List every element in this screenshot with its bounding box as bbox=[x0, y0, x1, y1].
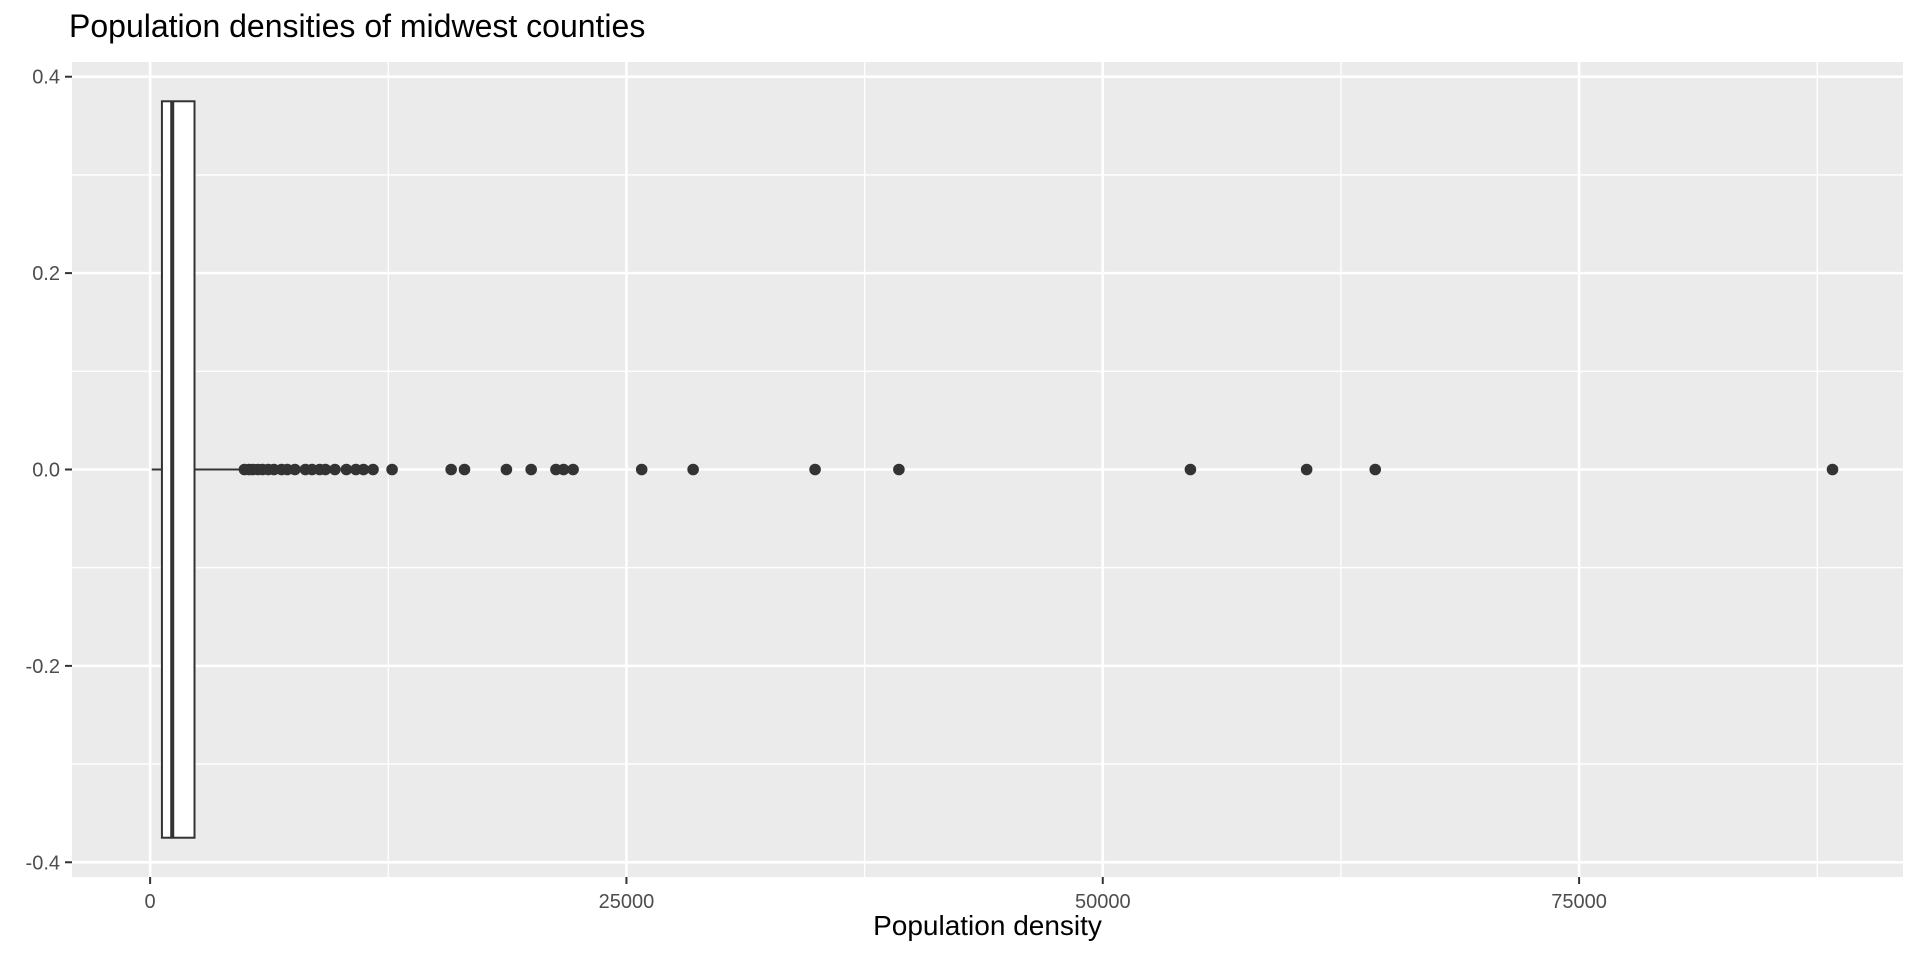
outlier-point bbox=[1826, 463, 1839, 476]
outlier-point bbox=[445, 463, 457, 476]
outlier-point bbox=[687, 463, 699, 476]
outlier-point bbox=[809, 463, 821, 476]
x-tick-label: 75000 bbox=[1551, 891, 1607, 913]
outlier-point bbox=[567, 463, 579, 476]
x-tick-label: 50000 bbox=[1075, 891, 1131, 913]
outlier-point bbox=[1184, 463, 1197, 476]
outlier-point bbox=[319, 463, 332, 476]
outlier-point bbox=[1300, 463, 1313, 476]
outlier-point bbox=[1369, 463, 1382, 476]
outlier-point bbox=[357, 463, 370, 476]
outlier-point bbox=[340, 463, 353, 476]
y-tick-label: 0.2 bbox=[32, 263, 60, 285]
outlier-point bbox=[893, 463, 905, 476]
outlier-point bbox=[386, 463, 398, 476]
outlier-point bbox=[635, 463, 648, 476]
outlier-point bbox=[458, 463, 471, 476]
x-tick-label: 25000 bbox=[599, 891, 655, 913]
y-tick-label: -0.4 bbox=[26, 852, 60, 874]
y-axis: -0.4 -0.2 0.0 0.2 0.4 bbox=[26, 67, 72, 874]
x-axis: 0 25000 50000 75000 bbox=[145, 877, 1607, 913]
outlier-point bbox=[329, 463, 341, 476]
y-tick-label: 0.4 bbox=[32, 67, 60, 89]
outlier-points bbox=[238, 463, 1839, 476]
outlier-point bbox=[289, 463, 301, 476]
box-iqr bbox=[160, 100, 196, 839]
boxplot bbox=[151, 100, 243, 839]
outlier-point bbox=[367, 463, 379, 476]
outlier-point bbox=[525, 463, 537, 476]
chart-title: Population densities of midwest counties bbox=[69, 8, 646, 44]
x-tick-label: 0 bbox=[145, 891, 156, 913]
outlier-point bbox=[557, 463, 570, 476]
outlier-point bbox=[500, 463, 513, 476]
y-tick-label: -0.2 bbox=[26, 656, 60, 678]
x-axis-title: Population density bbox=[873, 910, 1102, 941]
y-tick-label: 0.0 bbox=[32, 460, 60, 482]
